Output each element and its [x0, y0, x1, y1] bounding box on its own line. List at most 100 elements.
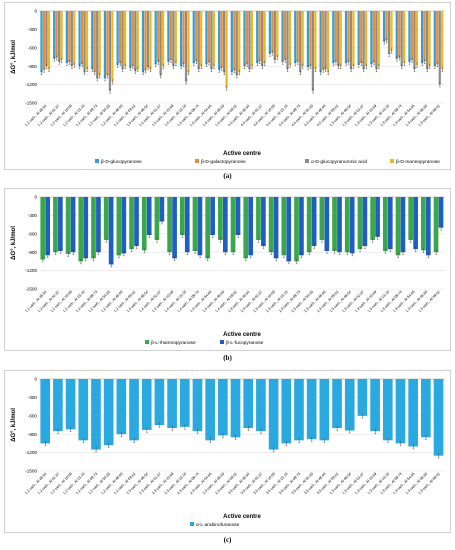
bar [235, 197, 241, 236]
bar [299, 197, 304, 256]
bar [261, 197, 266, 247]
bar [40, 379, 51, 444]
bar [73, 11, 76, 65]
bar [205, 379, 215, 441]
bar [108, 11, 112, 91]
y-tick-label: -300 [28, 27, 38, 32]
bar [136, 11, 139, 70]
bar [129, 379, 139, 441]
bar [184, 197, 190, 253]
bar [192, 197, 198, 251]
bar [349, 11, 353, 70]
bar [108, 197, 114, 265]
bar [220, 11, 223, 69]
legend-entry: β-L-rhamnopyranose [151, 340, 196, 346]
bar [162, 11, 165, 67]
bar [200, 11, 203, 67]
legend-entry: β-D-glucopyranose [101, 159, 142, 165]
bar [438, 197, 444, 228]
bar [306, 197, 312, 253]
bar [238, 11, 241, 73]
legend-entry: α-D-glucopyranuronic acid [311, 159, 367, 165]
bar [403, 11, 406, 64]
legend-swatch [145, 340, 149, 344]
bar [243, 379, 254, 429]
bar [387, 197, 393, 250]
bar [382, 11, 386, 42]
legend-entry: β-L-fucopyranose [226, 340, 264, 346]
y-tick-label: 0 [34, 195, 37, 200]
bar [55, 11, 58, 58]
panel-label-b: (b) [223, 354, 232, 362]
y-axis-label: ΔG°, kJ/mol [11, 226, 17, 260]
bar [184, 11, 188, 82]
legend-swatch [220, 340, 224, 344]
bar [205, 197, 211, 259]
bar [276, 11, 279, 57]
bar [390, 11, 393, 51]
bar [65, 197, 71, 255]
bar [167, 11, 170, 62]
bar [192, 11, 195, 64]
bar [433, 197, 439, 253]
bar [134, 197, 139, 247]
x-tick-label: 1,2 carb., Al 48.54 [24, 104, 47, 127]
bar [395, 11, 398, 59]
bar [85, 11, 89, 70]
bar [326, 11, 330, 73]
bar [421, 379, 431, 438]
x-axis-label: Active centre [223, 514, 261, 520]
bar [286, 197, 292, 262]
bar [144, 11, 147, 71]
bar [332, 197, 337, 251]
bar [395, 197, 401, 256]
bar [230, 379, 241, 438]
bar [141, 197, 147, 251]
bar [438, 11, 441, 85]
y-tick-label: -1500 [25, 101, 37, 106]
bar [273, 197, 279, 259]
y-tick-label: -600 [28, 413, 38, 418]
bar [344, 197, 350, 253]
bar [410, 11, 414, 61]
y-axis-label: ΔG°, kJ/mol [11, 408, 17, 442]
bar [47, 11, 51, 70]
y-tick-label: -1500 [25, 287, 37, 292]
bar [222, 11, 226, 73]
bar [281, 197, 287, 256]
bar [413, 197, 418, 250]
bar [121, 197, 127, 254]
chart-panel-a: 0 -300 -600 -900 -1200 -1500 ΔG°, kJ/mol 1,2 ca… [4, 2, 451, 170]
bar [301, 11, 304, 67]
bar [319, 379, 330, 441]
chart-panel-b: 0 -300 -600 -900 -1200 -1500 ΔG°, kJ/mol 1,2 ca… [4, 188, 451, 351]
bar [288, 11, 292, 65]
bar [187, 11, 190, 73]
bar [123, 11, 127, 67]
y-tick-label: -600 [28, 231, 38, 236]
bar [245, 11, 249, 65]
bar [283, 11, 287, 61]
bar [375, 197, 380, 237]
bar [256, 11, 259, 64]
bar [65, 379, 76, 430]
bar [78, 379, 89, 441]
bar [268, 11, 271, 54]
bar [296, 11, 299, 62]
bar [398, 11, 401, 58]
bar [299, 11, 302, 73]
bar [413, 11, 416, 70]
bar [352, 11, 355, 67]
bar [58, 197, 63, 251]
bar [370, 197, 375, 240]
y-tick-label: -900 [28, 64, 38, 69]
bar [222, 197, 228, 253]
legend-swatch [195, 159, 199, 163]
bar [421, 197, 426, 251]
bar [91, 197, 96, 259]
bar [179, 379, 190, 427]
bar [309, 11, 312, 67]
bar [256, 197, 261, 240]
bar [141, 379, 152, 430]
bar [80, 11, 84, 65]
